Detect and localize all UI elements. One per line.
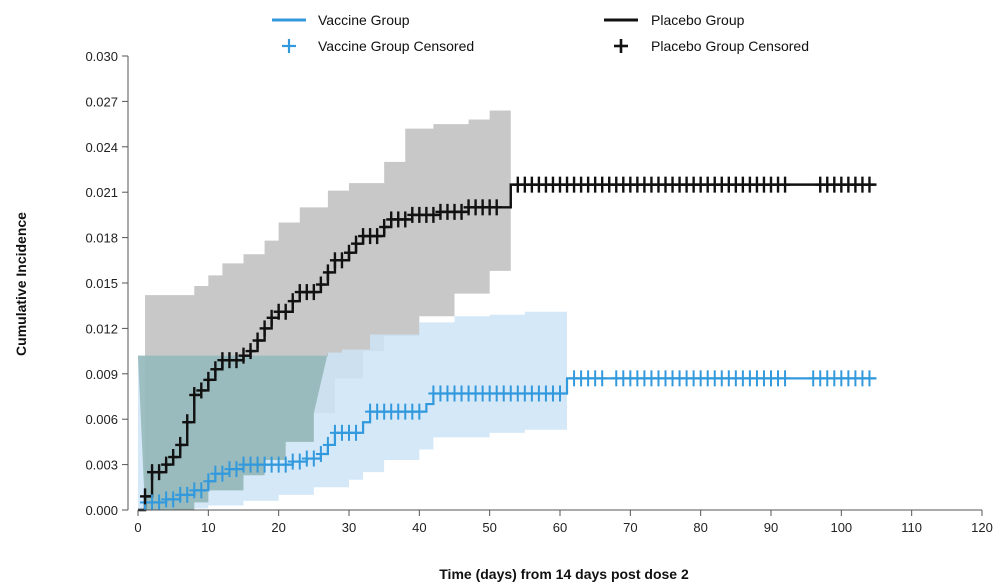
placebo-censored-mark [336,252,347,269]
legend: Vaccine Group Placebo Group Vaccine Grou… [272,12,809,54]
placebo-censored-mark [168,449,179,466]
vaccine-censored-mark [308,450,319,467]
x-tick-label: 80 [693,520,707,535]
placebo-censored-mark [140,488,151,505]
legend-vaccine-cross-swatch [282,39,296,53]
band-overlap-region [138,352,328,510]
vaccine-censored-mark [780,370,791,387]
placebo-censored-mark [238,347,249,364]
placebo-censored-mark [259,320,270,337]
placebo-censored-mark [864,176,875,193]
vaccine-censored-mark [217,465,228,482]
x-tick-label: 10 [201,520,215,535]
vaccine-censored-mark [322,436,333,453]
vaccine-censored-mark [182,486,193,503]
placebo-censored-mark [175,436,186,453]
placebo-censored-mark [315,276,326,293]
legend-vaccine-label: Vaccine Group [318,12,410,28]
x-axis-title: Time (days) from 14 days post dose 2 [439,566,689,582]
y-tick-label: 0.006 [85,412,118,427]
vaccine-censored-mark [315,446,326,463]
censored-marks [140,176,875,511]
vaccine-censored-mark [196,482,207,499]
placebo-censored-mark [322,264,333,281]
vaccine-censored-mark [154,494,165,511]
x-tick-label: 120 [971,520,993,535]
y-tick-label: 0.024 [85,140,118,155]
x-tick-label: 60 [553,520,567,535]
placebo-censored-mark [456,203,467,220]
y-tick-label: 0.012 [85,321,118,336]
placebo-censored-mark [428,206,439,223]
y-tick-label: 0.015 [85,276,118,291]
x-tick-label: 40 [412,520,426,535]
x-tick-label: 20 [271,520,285,535]
legend-placebo-censored-label: Placebo Group Censored [651,38,809,54]
placebo-censored-mark [280,303,291,320]
y-tick-label: 0.027 [85,94,118,109]
placebo-censored-mark [245,343,256,360]
vaccine-censored-mark [294,453,305,470]
vaccine-censored-mark [864,370,875,387]
placebo-censored-mark [182,414,193,431]
vaccine-censored-mark [414,403,425,420]
x-tick-label: 50 [482,520,496,535]
vaccine-censored-mark [203,473,214,490]
vaccine-censored-mark [351,424,362,441]
x-tick-label: 90 [764,520,778,535]
placebo-censored-mark [154,464,165,481]
placebo-censored-mark [189,386,200,403]
legend-vaccine-censored-label: Vaccine Group Censored [318,38,474,54]
placebo-censored-mark [372,228,383,245]
placebo-censored-mark [344,244,354,261]
placebo-censored-mark [231,352,242,369]
vaccine-censored-mark [597,370,608,387]
y-tick-label: 0.018 [85,231,118,246]
x-tick-label: 100 [830,520,852,535]
x-tick-label: 110 [901,520,922,535]
confidence-bands [138,96,568,511]
y-tick-label: 0.030 [85,49,118,64]
placebo-censored-mark [351,235,362,252]
x-tick-label: 0 [134,520,141,535]
vaccine-censored-mark [231,461,242,478]
placebo-censored-mark [780,176,791,193]
y-tick-label: 0.003 [85,458,118,473]
placebo-censored-mark [379,219,390,236]
y-tick-label: 0.000 [85,503,118,518]
placebo-censored-mark [210,361,221,378]
placebo-censored-mark [266,309,277,326]
vaccine-censored-mark [280,456,291,473]
placebo-censored-mark [400,211,411,228]
legend-placebo-label: Placebo Group [651,12,745,28]
placebo-censored-mark [252,332,263,349]
placebo-censored-mark [196,382,207,399]
vaccine-censored-mark [168,491,179,508]
y-axis-ticks: 0.000 0.003 0.006 0.009 0.012 0.015 0.018 0.021… [85,49,128,518]
y-axis-title: Cumulative Incidence [13,212,29,356]
vaccine-censored-mark [555,385,565,402]
y-tick-label: 0.009 [85,367,118,382]
placebo-censored-mark [287,293,298,310]
legend-placebo-cross-swatch [614,39,628,53]
x-tick-label: 30 [342,520,356,535]
x-axis-ticks: 0 10 20 30 40 50 60 70 80 90 100 110 120 [134,510,993,535]
x-tick-label: 70 [623,520,637,535]
placebo-censored-mark [491,199,502,216]
placebo-censored-mark [203,371,214,388]
placebo-censored-mark [308,284,319,301]
y-tick-label: 0.021 [85,185,118,200]
placebo-censored-mark [161,456,172,473]
